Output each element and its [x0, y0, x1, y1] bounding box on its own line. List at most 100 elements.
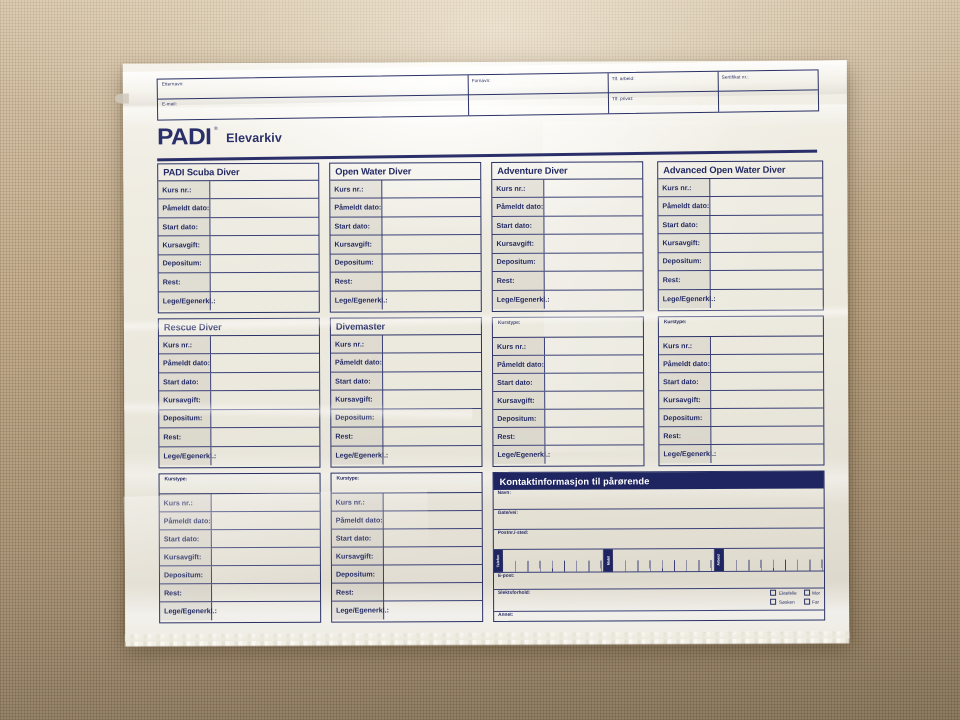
course-field-input[interactable] [545, 427, 643, 444]
course-field-input[interactable] [383, 291, 481, 310]
course-field-row: Start dato: [331, 529, 482, 548]
contact-phone-cell-telefon[interactable]: Telefon [493, 549, 605, 572]
course-field-input[interactable] [544, 198, 642, 216]
course-field-input[interactable] [711, 355, 823, 372]
course-field-input[interactable] [382, 217, 480, 235]
course-field-input[interactable] [212, 530, 320, 547]
course-field-row: Depositum: [492, 253, 643, 273]
course-field-input[interactable] [545, 253, 643, 271]
course-field-input[interactable] [711, 271, 823, 289]
relation-checkbox-3[interactable]: Far [803, 598, 820, 605]
course-field-label: Påmeldt dato: [158, 199, 211, 218]
course-field-input[interactable] [211, 336, 319, 354]
course-field-input[interactable] [383, 254, 481, 272]
course-title: Adventure Diver [497, 165, 568, 176]
course-field-input[interactable] [545, 271, 643, 289]
course-field-input[interactable] [210, 199, 318, 217]
contact-field-postnr[interactable]: Postnr./-sted: [493, 528, 824, 550]
course-field-input[interactable] [711, 409, 823, 426]
relation-checkbox-0[interactable]: Ektefelle [770, 589, 797, 596]
course-field-input[interactable] [710, 179, 822, 197]
course-field-input[interactable] [382, 198, 480, 216]
checkbox-icon[interactable] [770, 589, 777, 596]
course-field-input[interactable] [211, 446, 319, 465]
course-field-input[interactable] [382, 180, 480, 198]
course-field-input[interactable] [383, 353, 481, 371]
course-field-input[interactable] [711, 391, 823, 408]
course-field-input[interactable] [711, 252, 823, 270]
course-field-input[interactable] [383, 272, 481, 290]
course-field-input[interactable] [210, 236, 318, 254]
course-field-row: Kursavgift: [331, 390, 482, 410]
course-field-input[interactable] [384, 493, 482, 510]
course-field-input[interactable] [383, 427, 481, 445]
course-field-input[interactable] [545, 337, 643, 354]
course-field-row: Kursavgift: [158, 235, 319, 256]
course-field-label: Depositum: [330, 254, 383, 272]
course-field-input[interactable] [211, 428, 319, 446]
contact-phone-cell-arbeid[interactable]: Arbeid [714, 548, 824, 572]
checkbox-icon[interactable] [803, 598, 810, 605]
course-field-input[interactable] [545, 445, 643, 463]
course-field-input[interactable] [211, 391, 319, 409]
course-field-input[interactable] [545, 290, 643, 309]
contact-field-slektsforhold[interactable]: Slektsforhold: Ektefelle Søsken Mor Far [494, 588, 825, 612]
contact-field-label: Navn: [497, 490, 511, 496]
course-field-input[interactable] [384, 601, 482, 619]
course-field-input[interactable] [545, 373, 643, 390]
course-field-input[interactable] [383, 390, 481, 408]
course-field-input[interactable] [212, 512, 320, 529]
course-field-input[interactable] [210, 218, 318, 236]
course-field-input[interactable] [384, 565, 482, 582]
course-field-input[interactable] [711, 289, 823, 308]
course-field-input[interactable] [545, 355, 643, 372]
course-field-input[interactable] [211, 254, 319, 272]
course-field-input[interactable] [544, 235, 642, 253]
contact-field-gatevei[interactable]: Gate/vei: [493, 508, 824, 530]
course-field-input[interactable] [711, 337, 823, 354]
course-field-input[interactable] [383, 446, 481, 465]
relation-checkbox-2[interactable]: Søsken [770, 598, 797, 605]
course-field-rows: Kurs nr.: Påmeldt dato: Start dato: Kursavg… [158, 335, 320, 466]
course-field-input[interactable] [212, 584, 320, 601]
contact-field-epost[interactable]: E-post: [493, 571, 825, 590]
course-field-input[interactable] [211, 354, 319, 372]
course-field-input[interactable] [545, 409, 643, 426]
course-field-input[interactable] [711, 373, 823, 390]
course-field-input[interactable] [211, 409, 319, 427]
course-field-input[interactable] [710, 197, 822, 215]
course-field-input[interactable] [383, 372, 481, 390]
course-field-input[interactable] [212, 494, 320, 511]
relation-checkbox-1[interactable]: Mor [803, 589, 820, 596]
course-field-input[interactable] [212, 548, 320, 565]
course-field-input[interactable] [711, 445, 823, 463]
course-field-input[interactable] [544, 179, 642, 197]
padi-logo: PADI [157, 123, 212, 150]
course-field-input[interactable] [384, 583, 482, 600]
course-field-input[interactable] [384, 529, 482, 546]
course-field-rows: Kurs nr.: Påmeldt dato: Start dato: Kursavg… [492, 337, 644, 464]
course-field-input[interactable] [545, 391, 643, 408]
course-field-input[interactable] [211, 373, 319, 391]
course-field-input[interactable] [383, 409, 481, 427]
course-field-input[interactable] [544, 216, 642, 234]
course-field-input[interactable] [710, 234, 822, 252]
course-field-input[interactable] [383, 335, 481, 353]
checkbox-icon[interactable] [803, 589, 810, 596]
course-field-input[interactable] [210, 181, 318, 199]
course-field-row: Lege/Egenerkl.: [492, 290, 643, 309]
course-field-row: Lege/Egenerkl.: [493, 445, 643, 464]
contact-field-navn[interactable]: Navn: [493, 488, 824, 510]
checkbox-icon[interactable] [770, 598, 777, 605]
course-field-input[interactable] [211, 291, 319, 310]
course-field-row: Rest: [331, 427, 482, 447]
course-field-input[interactable] [212, 602, 320, 620]
course-field-input[interactable] [384, 547, 482, 564]
contact-phone-cell-mobil[interactable]: Mobil [604, 549, 715, 572]
course-field-input[interactable] [710, 215, 822, 233]
course-field-input[interactable] [384, 511, 482, 528]
course-field-input[interactable] [382, 235, 480, 253]
course-field-input[interactable] [711, 427, 823, 444]
course-field-input[interactable] [211, 273, 319, 291]
course-field-input[interactable] [212, 566, 320, 583]
